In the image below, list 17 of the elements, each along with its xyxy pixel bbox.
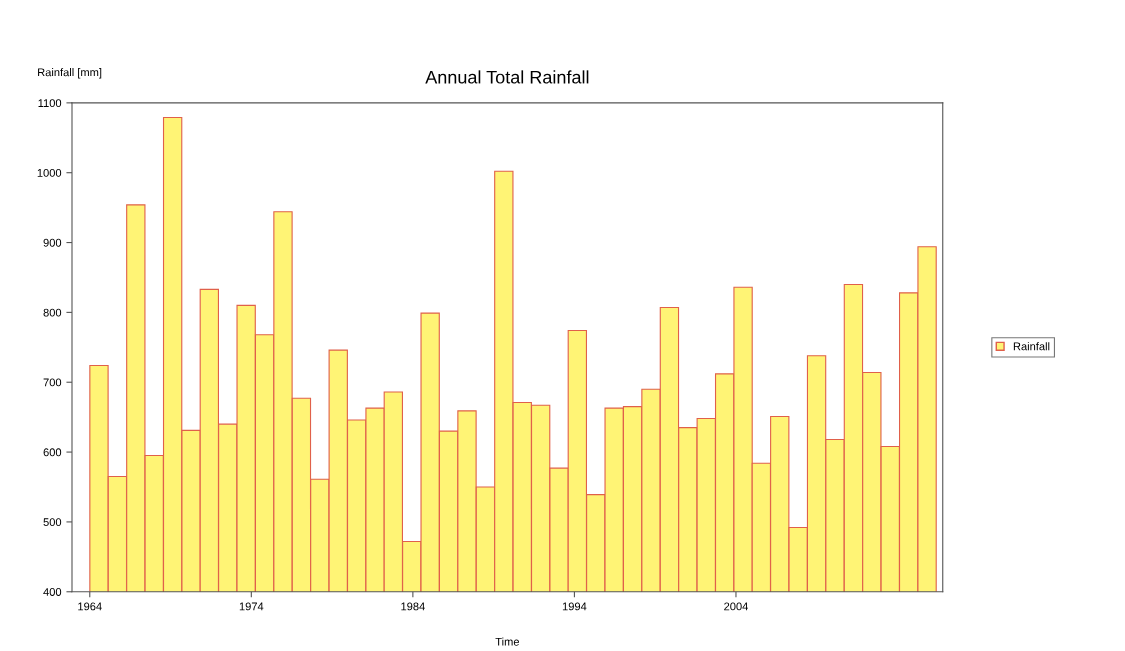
y-tick-label: 600: [43, 448, 62, 457]
y-tick-label: 700: [43, 378, 62, 387]
x-tick-label: 1974: [239, 602, 264, 611]
y-tick-label: 1000: [37, 168, 62, 177]
y-tick-label: 500: [43, 518, 62, 527]
x-tick-label: 1984: [401, 602, 425, 611]
y-axis-title: Rainfall [mm]: [38, 68, 102, 79]
y-tick-label: 400: [43, 588, 62, 596]
x-tick-label: 2004: [724, 602, 748, 611]
y-tick-label: 900: [43, 238, 62, 247]
x-tick-label: 1994: [562, 602, 587, 611]
y-tick-label: 1100: [38, 99, 62, 107]
y-tick-label: 800: [43, 308, 62, 317]
legend-label: Rainfall: [1013, 342, 1050, 351]
chart-title: Annual Total Rainfall: [425, 70, 589, 84]
x-axis-title: Time: [495, 637, 520, 646]
x-tick-label: 1964: [78, 602, 102, 611]
